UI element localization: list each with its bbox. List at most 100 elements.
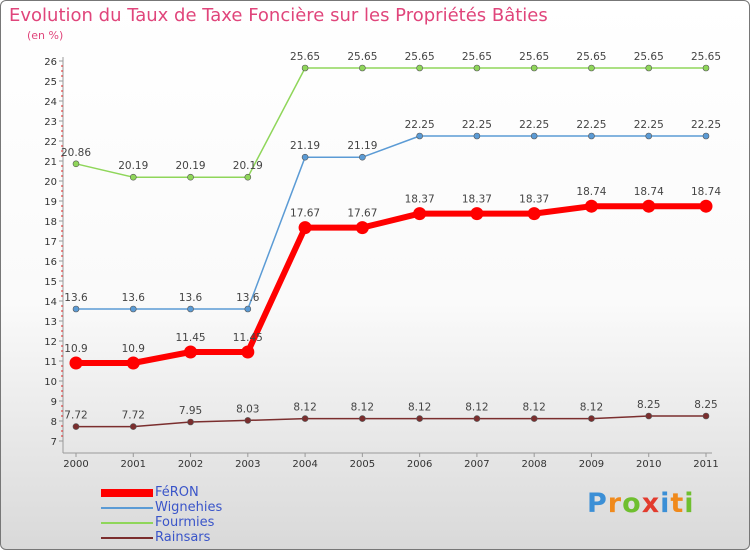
logo-letter: r <box>607 488 623 519</box>
logo-letter: i <box>684 488 695 519</box>
x-tick-label: 2010 <box>636 459 661 470</box>
y-tick-label: 17 <box>44 237 57 248</box>
series-point-féron <box>298 221 312 235</box>
y-tick-label: 8 <box>51 417 57 428</box>
legend-swatch <box>101 507 153 509</box>
logo-letter: P <box>587 488 608 519</box>
series-point-féron <box>184 345 198 359</box>
y-tick-label: 16 <box>44 257 57 268</box>
series-point-rainsars <box>473 415 481 422</box>
series-point-wignehies <box>645 132 653 140</box>
data-label: 18.37 <box>405 194 435 206</box>
data-label: 13.6 <box>236 292 260 304</box>
series-point-fourmies <box>473 64 481 72</box>
data-label: 20.19 <box>233 160 263 172</box>
data-label: 25.65 <box>462 51 492 63</box>
legend-swatch <box>101 522 153 524</box>
data-label: 17.67 <box>347 208 377 220</box>
y-tick-label: 24 <box>44 97 57 108</box>
data-label: 11.45 <box>176 332 206 344</box>
series-point-wignehies <box>473 132 481 140</box>
y-tick-label: 18 <box>44 217 57 228</box>
series-point-wignehies <box>359 153 366 161</box>
series-point-wignehies <box>244 305 252 313</box>
data-label: 18.74 <box>576 186 606 198</box>
data-label: 8.25 <box>694 399 717 411</box>
series-point-wignehies <box>301 153 309 161</box>
data-label: 20.86 <box>61 147 91 159</box>
data-label: 18.74 <box>634 186 664 198</box>
y-tick-label: 25 <box>44 77 57 88</box>
y-tick-label: 10 <box>44 377 57 388</box>
chart-unit-label: (en %) <box>27 29 64 42</box>
data-label: 22.25 <box>691 119 721 131</box>
axes: 7 8 9 10 11 12 13 14 15 16 17 18 19 20 21 22 23 24 25 26 200… <box>44 57 719 470</box>
series-point-rainsars <box>530 415 538 422</box>
y-tick-label: 12 <box>44 337 57 348</box>
y-tick-label: 21 <box>44 157 57 168</box>
series-point-fourmies <box>645 64 653 72</box>
data-label: 20.19 <box>176 160 206 172</box>
data-label: 8.12 <box>351 402 374 414</box>
series-layer <box>69 64 713 430</box>
data-label: 8.12 <box>293 402 316 414</box>
series-point-féron <box>241 345 255 359</box>
x-tick-label: 2009 <box>579 459 604 470</box>
data-label: 7.72 <box>64 410 87 422</box>
series-point-fourmies <box>72 160 80 168</box>
x-tick-label: 2008 <box>521 459 546 470</box>
series-point-rainsars <box>72 423 80 430</box>
series-point-fourmies <box>702 64 710 72</box>
data-label: 8.25 <box>637 399 660 411</box>
series-point-wignehies <box>129 305 137 313</box>
data-label: 10.9 <box>122 343 145 355</box>
chart-title: Evolution du Taux de Taxe Foncière sur l… <box>9 5 548 26</box>
series-point-rainsars <box>129 423 137 430</box>
data-label: 18.37 <box>462 194 492 206</box>
series-point-fourmies <box>187 173 194 181</box>
legend-label: FéRON <box>155 485 199 500</box>
x-tick-label: 2002 <box>178 459 203 470</box>
series-point-féron <box>69 356 83 370</box>
data-label: 7.95 <box>179 405 202 417</box>
series-point-fourmies <box>416 64 423 72</box>
data-label: 20.19 <box>118 160 148 172</box>
series-point-féron <box>355 221 369 235</box>
logo-letter: t <box>670 488 685 519</box>
x-tick-label: 2003 <box>235 459 260 470</box>
x-tick-label: 2001 <box>121 459 146 470</box>
data-label: 22.25 <box>576 119 606 131</box>
y-tick-label: 13 <box>44 317 57 328</box>
x-tick-label: 2000 <box>63 459 88 470</box>
series-point-fourmies <box>244 173 252 181</box>
data-label: 25.65 <box>519 51 549 63</box>
logo-letter: i <box>660 488 671 519</box>
series-point-rainsars <box>301 415 309 422</box>
series-point-wignehies <box>530 132 538 140</box>
y-tick-label: 26 <box>44 57 57 68</box>
data-label: 25.65 <box>405 51 435 63</box>
y-tick-label: 11 <box>44 357 57 368</box>
data-label: 8.03 <box>236 403 259 415</box>
series-point-fourmies <box>359 64 366 72</box>
data-label: 22.25 <box>634 119 664 131</box>
data-label: 18.37 <box>519 194 549 206</box>
logo-letter: x <box>641 488 661 519</box>
data-label: 8.12 <box>465 402 488 414</box>
series-point-rainsars <box>359 415 366 422</box>
data-label: 25.65 <box>290 51 320 63</box>
x-tick-label: 2007 <box>464 459 489 470</box>
y-tick-label: 23 <box>44 117 57 128</box>
data-label: 25.65 <box>347 51 377 63</box>
series-point-féron <box>584 199 598 213</box>
series-point-féron <box>126 356 140 370</box>
data-label: 25.65 <box>634 51 664 63</box>
data-label: 25.65 <box>691 51 721 63</box>
series-point-wignehies <box>588 132 595 140</box>
series-point-wignehies <box>187 305 194 313</box>
y-tick-label: 22 <box>44 137 57 148</box>
data-labels-layer: 7.72 7.72 7.95 8.03 8.12 8.12 8.12 8.12 8.12 8.12… <box>61 51 721 422</box>
series-point-rainsars <box>702 412 710 420</box>
